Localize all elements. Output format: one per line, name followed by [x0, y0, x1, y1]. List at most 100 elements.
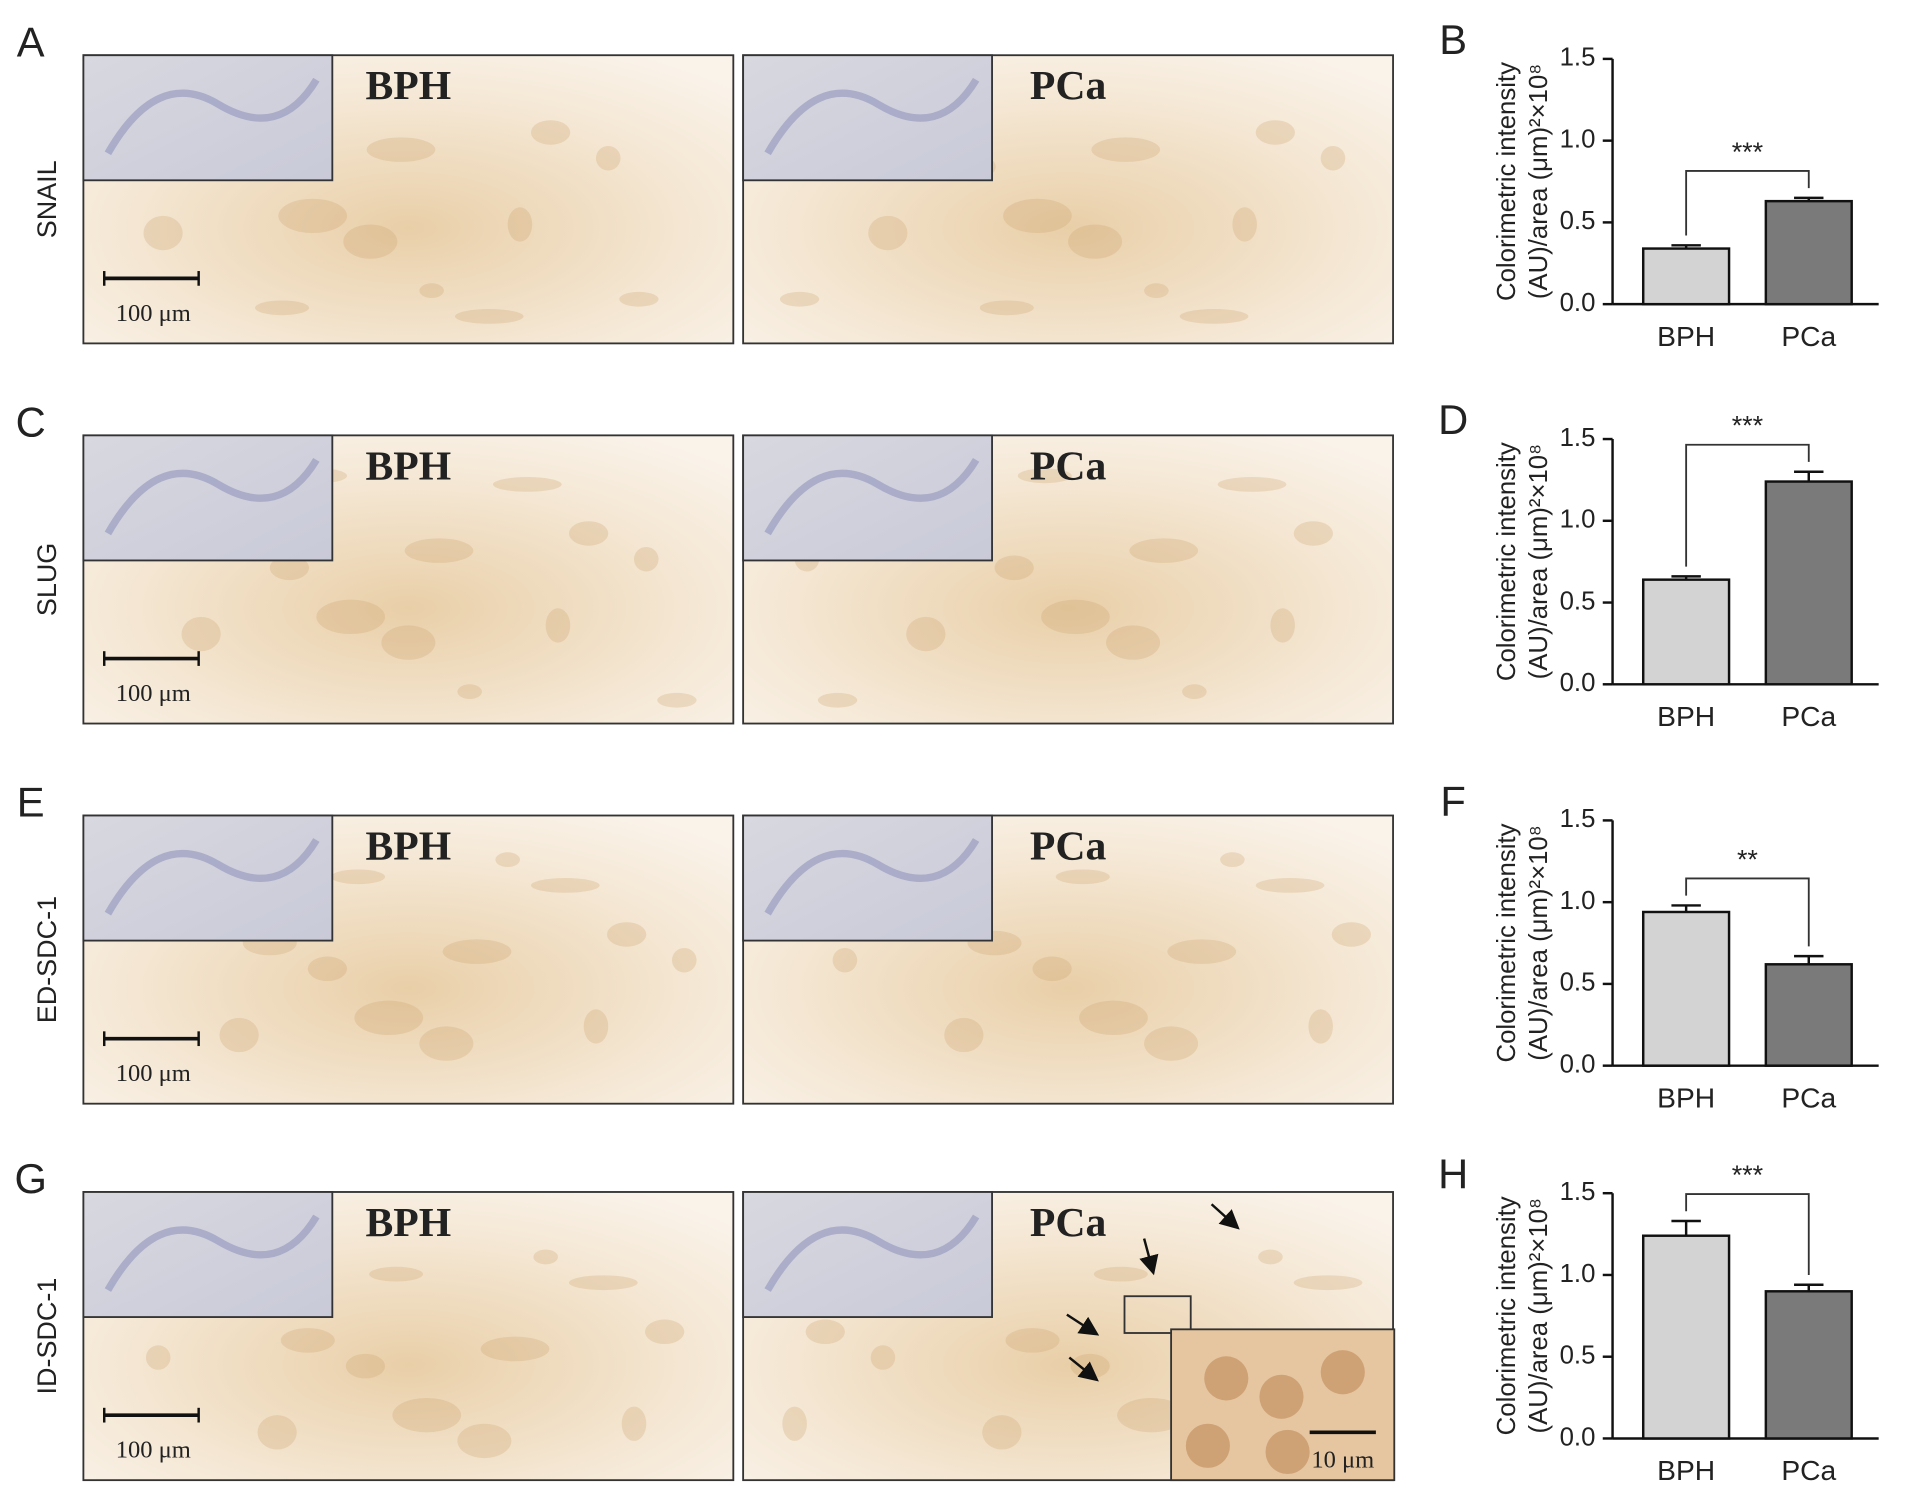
image-label: BPH: [366, 823, 452, 869]
bar: [1641, 1234, 1731, 1440]
x-tick-label: PCa: [1781, 320, 1836, 352]
tissue-texture: [583, 1009, 609, 1044]
tissue-texture: [307, 956, 348, 982]
tissue-texture: [1255, 120, 1295, 145]
tissue-texture: [1032, 956, 1072, 982]
error-bar: [1794, 196, 1824, 202]
tissue-texture: [354, 1000, 424, 1036]
tissue-texture: [1079, 1000, 1148, 1036]
error-bar: [1671, 575, 1701, 580]
bar: [1764, 963, 1853, 1067]
tissue-texture: [480, 1336, 550, 1362]
tissue-texture: [331, 869, 386, 885]
y-tick-label: 1.0: [1560, 887, 1596, 915]
x-tick-label: BPH: [1657, 1454, 1715, 1486]
tissue-texture: [1144, 1026, 1199, 1061]
scale-bar-label: 100 μm: [116, 1437, 191, 1464]
tissue-texture: [530, 120, 571, 145]
tissue-texture: [419, 1026, 474, 1061]
tissue-texture: [779, 291, 820, 307]
tissue-texture: [495, 852, 520, 868]
tissue-texture: [568, 1275, 638, 1291]
error-bar: [1671, 904, 1701, 912]
y-axis-label: (AU)/area (μm)²×10⁸: [1525, 64, 1553, 299]
row-label: SLUG: [32, 543, 62, 616]
panel-letter: E: [17, 779, 45, 826]
zoom-cell: [1320, 1350, 1365, 1395]
zoom-cell: [1265, 1429, 1310, 1475]
micrograph: BPH: [82, 1191, 735, 1482]
tissue-texture: [1255, 878, 1325, 893]
tissue-texture: [442, 939, 512, 964]
tissue-texture: [145, 1345, 171, 1370]
panel-letter: F: [1440, 777, 1465, 824]
zoom-cell: [1185, 1423, 1230, 1468]
bar: [1641, 910, 1731, 1067]
tissue-texture: [1220, 852, 1245, 868]
bar: [1641, 578, 1731, 686]
scale-bar-label: 100 μm: [116, 300, 191, 327]
tissue-texture: [1182, 684, 1207, 700]
tissue-texture: [369, 1266, 424, 1282]
tissue-texture: [595, 145, 621, 171]
scale-bar-label: 100 μm: [116, 1060, 191, 1087]
tissue-texture: [619, 291, 659, 307]
y-tick-label: 0.5: [1560, 587, 1596, 615]
tissue-texture: [1106, 625, 1161, 660]
significance-label: ***: [1732, 137, 1764, 167]
arrow: [1139, 1238, 1159, 1276]
tissue-texture: [645, 1319, 685, 1345]
tissue-texture: [944, 1017, 984, 1053]
tissue-texture: [533, 1249, 558, 1265]
tissue-texture: [1003, 198, 1072, 234]
image-label: BPH: [366, 1200, 452, 1246]
tissue-texture: [568, 521, 609, 546]
row-label: SNAIL: [32, 160, 62, 238]
image-label: BPH: [366, 63, 452, 109]
panel-letter: C: [16, 399, 46, 446]
row-label: ED-SDC-1: [32, 896, 62, 1023]
tissue-texture: [280, 1328, 335, 1353]
significance-label: **: [1737, 844, 1758, 874]
tissue-texture: [633, 546, 659, 572]
tissue-texture: [1293, 521, 1333, 546]
tissue-texture: [366, 137, 436, 162]
x-tick-label: PCa: [1781, 1454, 1836, 1486]
y-axis-label: (AU)/area (μm)²×10⁸: [1525, 1198, 1553, 1433]
y-tick-label: 0.0: [1560, 289, 1596, 317]
x-tick-label: BPH: [1657, 1081, 1715, 1113]
tissue-texture: [454, 309, 524, 324]
tissue-texture: [507, 207, 533, 242]
tissue-texture: [545, 608, 571, 643]
tissue-texture: [404, 538, 474, 563]
tissue-texture: [868, 215, 908, 251]
tissue-texture: [1270, 608, 1295, 643]
tissue-texture: [181, 616, 221, 652]
y-axis-label: Colorimetric intensity: [1493, 1196, 1521, 1435]
tissue-texture: [1144, 283, 1169, 299]
negative-control-inset: [82, 814, 334, 942]
y-axis-label: (AU)/area (μm)²×10⁸: [1525, 444, 1553, 679]
tissue-texture: [530, 878, 600, 893]
arrow: [1066, 1313, 1100, 1336]
negative-control-inset: [82, 434, 334, 562]
y-tick-label: 1.5: [1560, 1178, 1596, 1206]
micrograph: BPH: [82, 434, 735, 725]
tissue-texture: [392, 1397, 462, 1433]
x-tick-label: PCa: [1781, 700, 1836, 732]
negative-control-inset: [82, 1191, 334, 1318]
panel-letter: B: [1439, 16, 1467, 63]
tissue-texture: [1179, 309, 1249, 324]
tissue-texture: [316, 599, 386, 635]
x-tick-label: BPH: [1657, 320, 1715, 352]
tissue-texture: [906, 616, 946, 652]
zoom-scale-bar-label: 10 μm: [1311, 1446, 1374, 1473]
tissue-texture: [832, 947, 858, 973]
tissue-texture: [1068, 224, 1123, 259]
micrograph: PCa: [742, 54, 1394, 345]
significance-bracket: [1685, 877, 1810, 947]
tissue-texture: [672, 947, 697, 973]
inset-structure: [764, 457, 980, 536]
